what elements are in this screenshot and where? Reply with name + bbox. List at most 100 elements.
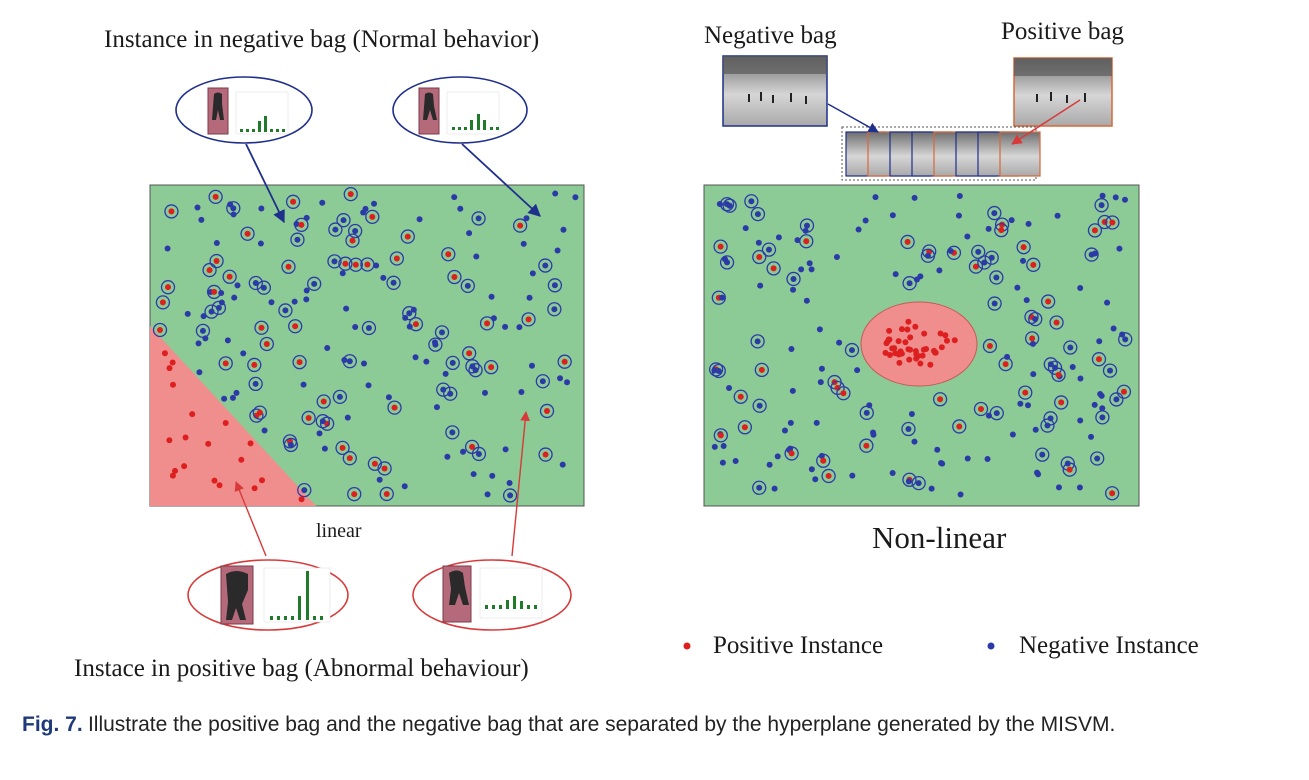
- negative-instance: [1113, 396, 1120, 403]
- instance-ring: [483, 360, 499, 375]
- negative-instance: [449, 359, 456, 366]
- negative-callout-2: [392, 76, 528, 144]
- negative-instance: [233, 389, 240, 396]
- instance-ring: [1040, 418, 1055, 433]
- instance-ring: [521, 312, 536, 327]
- left-top-title: Instance in negative bag (Normal behavio…: [104, 26, 540, 53]
- negative-instance: [934, 446, 941, 453]
- negative-instance: [539, 378, 546, 385]
- positive-instance: [247, 440, 254, 447]
- negative-instance: [787, 419, 794, 426]
- instance-ring: [386, 275, 401, 290]
- negative-instance: [229, 394, 236, 401]
- positive-instance: [205, 440, 212, 447]
- caption-text: Illustrate the positive bag and the nega…: [87, 713, 1116, 736]
- positive-instance: [346, 455, 353, 462]
- instance-ring: [1016, 240, 1031, 255]
- negative-instance: [360, 209, 367, 216]
- negative-instance: [1099, 414, 1106, 421]
- negative-instance: [240, 350, 247, 357]
- positive-instance: [216, 482, 223, 489]
- negative-instance: [790, 286, 797, 293]
- negative-instance: [557, 375, 564, 382]
- instance-ring: [389, 251, 405, 266]
- negative-instance: [194, 204, 201, 211]
- instance-ring: [1041, 294, 1056, 309]
- negative-instance: [528, 362, 535, 369]
- positive-instance: [263, 340, 270, 347]
- instance-ring: [479, 316, 495, 331]
- negative-instance: [410, 306, 417, 313]
- instance-ring: [208, 189, 223, 205]
- instance-ring: [316, 394, 331, 409]
- instance-ring: [247, 357, 262, 373]
- diagram-canvas: [149, 55, 1140, 650]
- negative-instance: [1030, 371, 1037, 378]
- instance-ring: [982, 338, 998, 354]
- negative-instance: [808, 466, 815, 473]
- positive-instance: [469, 443, 476, 450]
- negative-instance: [227, 201, 234, 208]
- positive-instance: [213, 258, 220, 265]
- negative-instance: [258, 205, 265, 212]
- negative-bag-arrow: [827, 103, 879, 133]
- positive-instance: [1095, 356, 1102, 363]
- negative-instance: [261, 427, 268, 434]
- negative-instance: [526, 294, 533, 301]
- negative-instance: [836, 339, 843, 346]
- negative-instance: [195, 340, 202, 347]
- negative-instance: [936, 267, 943, 274]
- positive-instance: [296, 359, 303, 366]
- negative-instance: [765, 246, 772, 253]
- instance-ring: [984, 250, 999, 265]
- instance-ring: [443, 386, 458, 401]
- instance-ring: [248, 275, 263, 291]
- negative-instance: [719, 459, 726, 466]
- positive-instance: [840, 390, 847, 397]
- instance-ring: [711, 290, 726, 305]
- negative-instance: [1077, 417, 1084, 424]
- negative-instance: [1077, 285, 1084, 292]
- negative-instance: [303, 296, 310, 303]
- negative-instance: [442, 370, 449, 377]
- instance-ring: [254, 320, 269, 335]
- positive-instance: [951, 337, 958, 344]
- negative-instance: [198, 216, 205, 223]
- positive-instance: [741, 424, 748, 431]
- negative-instance: [252, 279, 259, 286]
- instance-ring: [379, 486, 394, 502]
- negative-instance: [352, 324, 359, 331]
- instance-ring: [987, 296, 1002, 311]
- instance-ring: [722, 198, 737, 213]
- negative-instance: [489, 472, 496, 479]
- positive-instance: [290, 198, 297, 205]
- instance-ring: [288, 319, 303, 334]
- negative-instance: [560, 226, 567, 233]
- negative-instance: [984, 455, 991, 462]
- positive-instance: [251, 485, 258, 492]
- instance-ring: [345, 233, 360, 248]
- negative-instance: [224, 337, 231, 344]
- instance-ring: [786, 271, 801, 287]
- instance-ring: [1026, 257, 1041, 272]
- negative-instance: [1096, 338, 1103, 345]
- negative-instance: [848, 347, 855, 354]
- instance-ring: [713, 428, 728, 443]
- instance-ring: [218, 356, 233, 371]
- negative-instance: [380, 274, 387, 281]
- negative-instance: [711, 443, 718, 450]
- instance-ring: [754, 362, 769, 378]
- person-thumbnail-icon: [207, 87, 229, 135]
- negative-instance: [218, 299, 225, 306]
- negative-instance: [1121, 196, 1128, 203]
- negative-instance: [552, 190, 559, 197]
- instance-ring: [539, 403, 555, 419]
- instance-ring: [719, 255, 735, 270]
- positive-instance: [898, 326, 905, 333]
- instance-ring: [1105, 215, 1120, 230]
- positive-instance: [977, 405, 984, 412]
- positive-instance: [349, 237, 356, 244]
- instance-ring: [328, 222, 343, 237]
- positive-instance: [905, 318, 912, 325]
- positive-callout-1: [187, 559, 349, 631]
